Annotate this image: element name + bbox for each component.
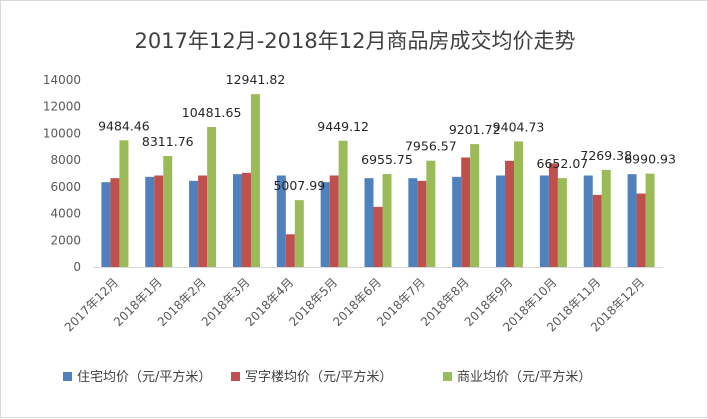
bar-series-3 (426, 160, 436, 267)
data-label: 9449.12 (317, 119, 369, 134)
data-label: 9404.73 (493, 119, 545, 134)
data-label: 9201.72 (449, 122, 501, 137)
data-label: 6990.93 (624, 152, 676, 167)
bar-series-2 (285, 234, 295, 267)
data-label: 9484.46 (98, 118, 150, 133)
bars-layer (101, 94, 655, 267)
bar-series-3 (294, 200, 304, 267)
bar-series-1 (232, 174, 242, 267)
bar-series-3 (382, 174, 392, 267)
data-label: 8311.76 (142, 134, 194, 149)
data-label: 10481.65 (182, 105, 242, 120)
bar-series-2 (241, 172, 251, 267)
chart-title: 2017年12月-2018年12月商品房成交均价走势 (135, 29, 576, 53)
data-label: 6955.75 (361, 152, 413, 167)
bar-series-2 (329, 175, 339, 267)
data-label: 5007.99 (273, 178, 325, 193)
bar-series-3 (163, 155, 173, 267)
bar-series-1 (101, 182, 111, 267)
bar-series-2 (548, 163, 558, 267)
y-tick-label: 14000 (43, 73, 81, 87)
bar-series-1 (145, 176, 155, 267)
bar-series-3 (645, 173, 655, 267)
y-tick-label: 8000 (50, 153, 81, 167)
y-tick-label: 2000 (50, 233, 81, 247)
bar-series-3 (601, 169, 611, 267)
legend-swatch (443, 372, 452, 381)
legend: 住宅均价（元/平方米） 写字楼均价（元/平方米） 商业均价（元/平方米） (63, 369, 591, 385)
bar-series-2 (592, 194, 602, 267)
data-label: 7269.38 (580, 148, 632, 163)
bar-series-2 (198, 175, 208, 267)
axis-layer: 0 2000 4000 6000 8000 10000 12000 14000 2017年12月… (43, 73, 663, 334)
legend-label: 写字楼均价（元/平方米） (245, 369, 392, 385)
bar-series-1 (583, 175, 593, 267)
y-tick-label: 12000 (43, 100, 81, 114)
bar-series-1 (408, 178, 418, 267)
data-label: 12941.82 (226, 72, 286, 87)
bar-series-2 (505, 160, 515, 267)
bar-series-1 (364, 178, 374, 267)
legend-swatch (231, 372, 240, 381)
bar-series-2 (461, 157, 471, 267)
bar-series-2 (373, 206, 383, 267)
legend-label: 住宅均价（元/平方米） (77, 369, 211, 385)
data-label: 7956.57 (405, 139, 457, 154)
bar-series-1 (320, 182, 330, 267)
bar-series-1 (189, 180, 199, 267)
bar-series-1 (627, 174, 637, 267)
y-tick-label: 0 (73, 260, 81, 274)
bar-series-1 (539, 175, 549, 267)
bar-series-3 (207, 126, 217, 267)
bar-series-1 (276, 175, 286, 267)
bar-series-1 (496, 175, 506, 267)
legend-label: 商业均价（元/平方米） (457, 369, 591, 385)
x-tick-label: 2017年12月 (62, 275, 121, 334)
y-tick-label: 6000 (50, 180, 81, 194)
bar-series-3 (557, 178, 567, 267)
bar-series-2 (110, 178, 120, 267)
data-label: 6652.07 (537, 156, 589, 171)
bar-series-2 (636, 193, 646, 267)
bar-series-3 (514, 141, 524, 267)
legend-swatch (63, 372, 72, 381)
bar-series-3 (338, 140, 348, 267)
bar-series-2 (154, 175, 164, 267)
y-tick-label: 4000 (50, 207, 81, 221)
bar-series-3 (250, 94, 260, 267)
bar-series-1 (452, 176, 462, 267)
bar-series-3 (470, 144, 480, 267)
bar-series-2 (417, 180, 427, 267)
bar-series-3 (119, 140, 129, 267)
y-tick-label: 10000 (43, 126, 81, 140)
